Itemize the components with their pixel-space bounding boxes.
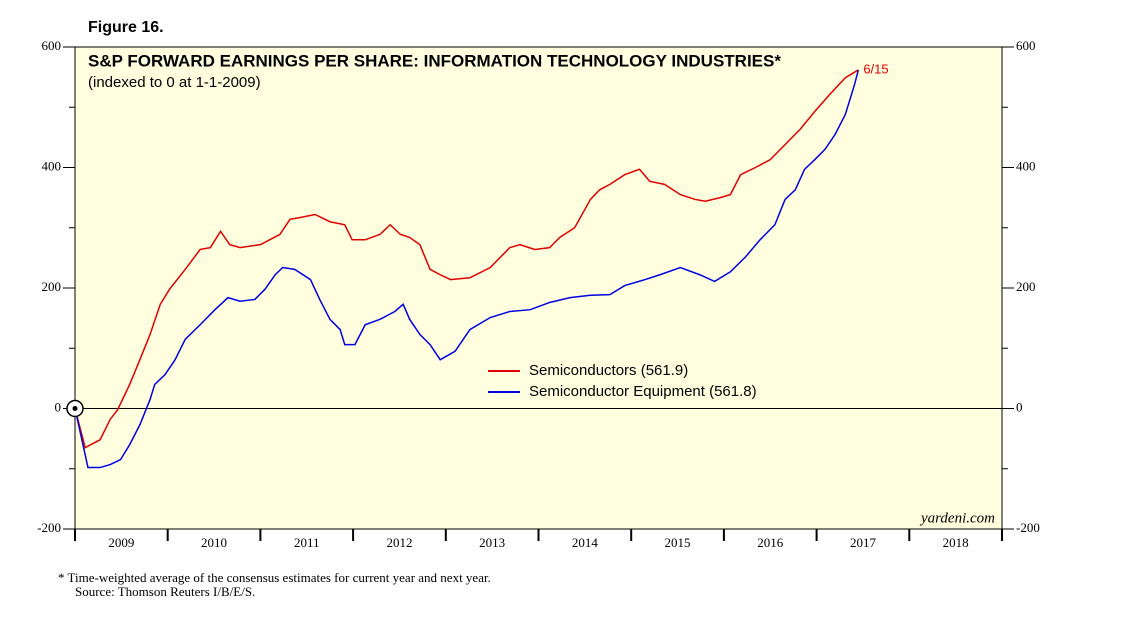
watermark: yardeni.com bbox=[919, 510, 995, 526]
chart-subtitle: (indexed to 0 at 1-1-2009) bbox=[88, 74, 261, 91]
y-tick-label: 400 bbox=[42, 158, 62, 173]
x-tick-label: 2014 bbox=[572, 535, 599, 550]
x-tick-label: 2012 bbox=[386, 535, 412, 550]
x-tick-label: 2017 bbox=[850, 535, 877, 550]
x-tick-label: 2011 bbox=[294, 535, 320, 550]
footnote: Source: Thomson Reuters I/B/E/S. bbox=[75, 584, 255, 599]
y-tick-label: 400 bbox=[1016, 158, 1036, 173]
origin-marker bbox=[72, 406, 78, 411]
legend-label: Semiconductor Equipment (561.8) bbox=[529, 383, 757, 400]
y-tick-label: 600 bbox=[1016, 38, 1036, 53]
figure-label: Figure 16. bbox=[88, 19, 164, 36]
x-tick-label: 2015 bbox=[665, 535, 691, 550]
footnote: * Time-weighted average of the consensus… bbox=[58, 570, 491, 585]
plot-area bbox=[74, 46, 1003, 530]
y-tick-label: 200 bbox=[1016, 279, 1036, 294]
x-tick-label: 2016 bbox=[757, 535, 784, 550]
chart-title: S&P FORWARD EARNINGS PER SHARE: INFORMAT… bbox=[88, 51, 781, 70]
x-tick-label: 2009 bbox=[108, 535, 134, 550]
y-tick-label: 600 bbox=[42, 38, 62, 53]
series-line bbox=[74, 69, 860, 469]
x-tick-label: 2013 bbox=[479, 535, 505, 550]
y-tick-label: -200 bbox=[37, 520, 61, 535]
x-tick-label: 2010 bbox=[201, 535, 227, 550]
y-tick-label: -200 bbox=[1016, 520, 1040, 535]
x-tick-label: 2018 bbox=[943, 535, 969, 550]
y-tick-label: 0 bbox=[1016, 399, 1023, 414]
legend-label: Semiconductors (561.9) bbox=[529, 362, 688, 379]
annotation: 6/15 bbox=[863, 61, 888, 76]
y-tick-label: 0 bbox=[55, 399, 62, 414]
series-line bbox=[74, 69, 859, 449]
y-tick-label: 200 bbox=[42, 279, 62, 294]
